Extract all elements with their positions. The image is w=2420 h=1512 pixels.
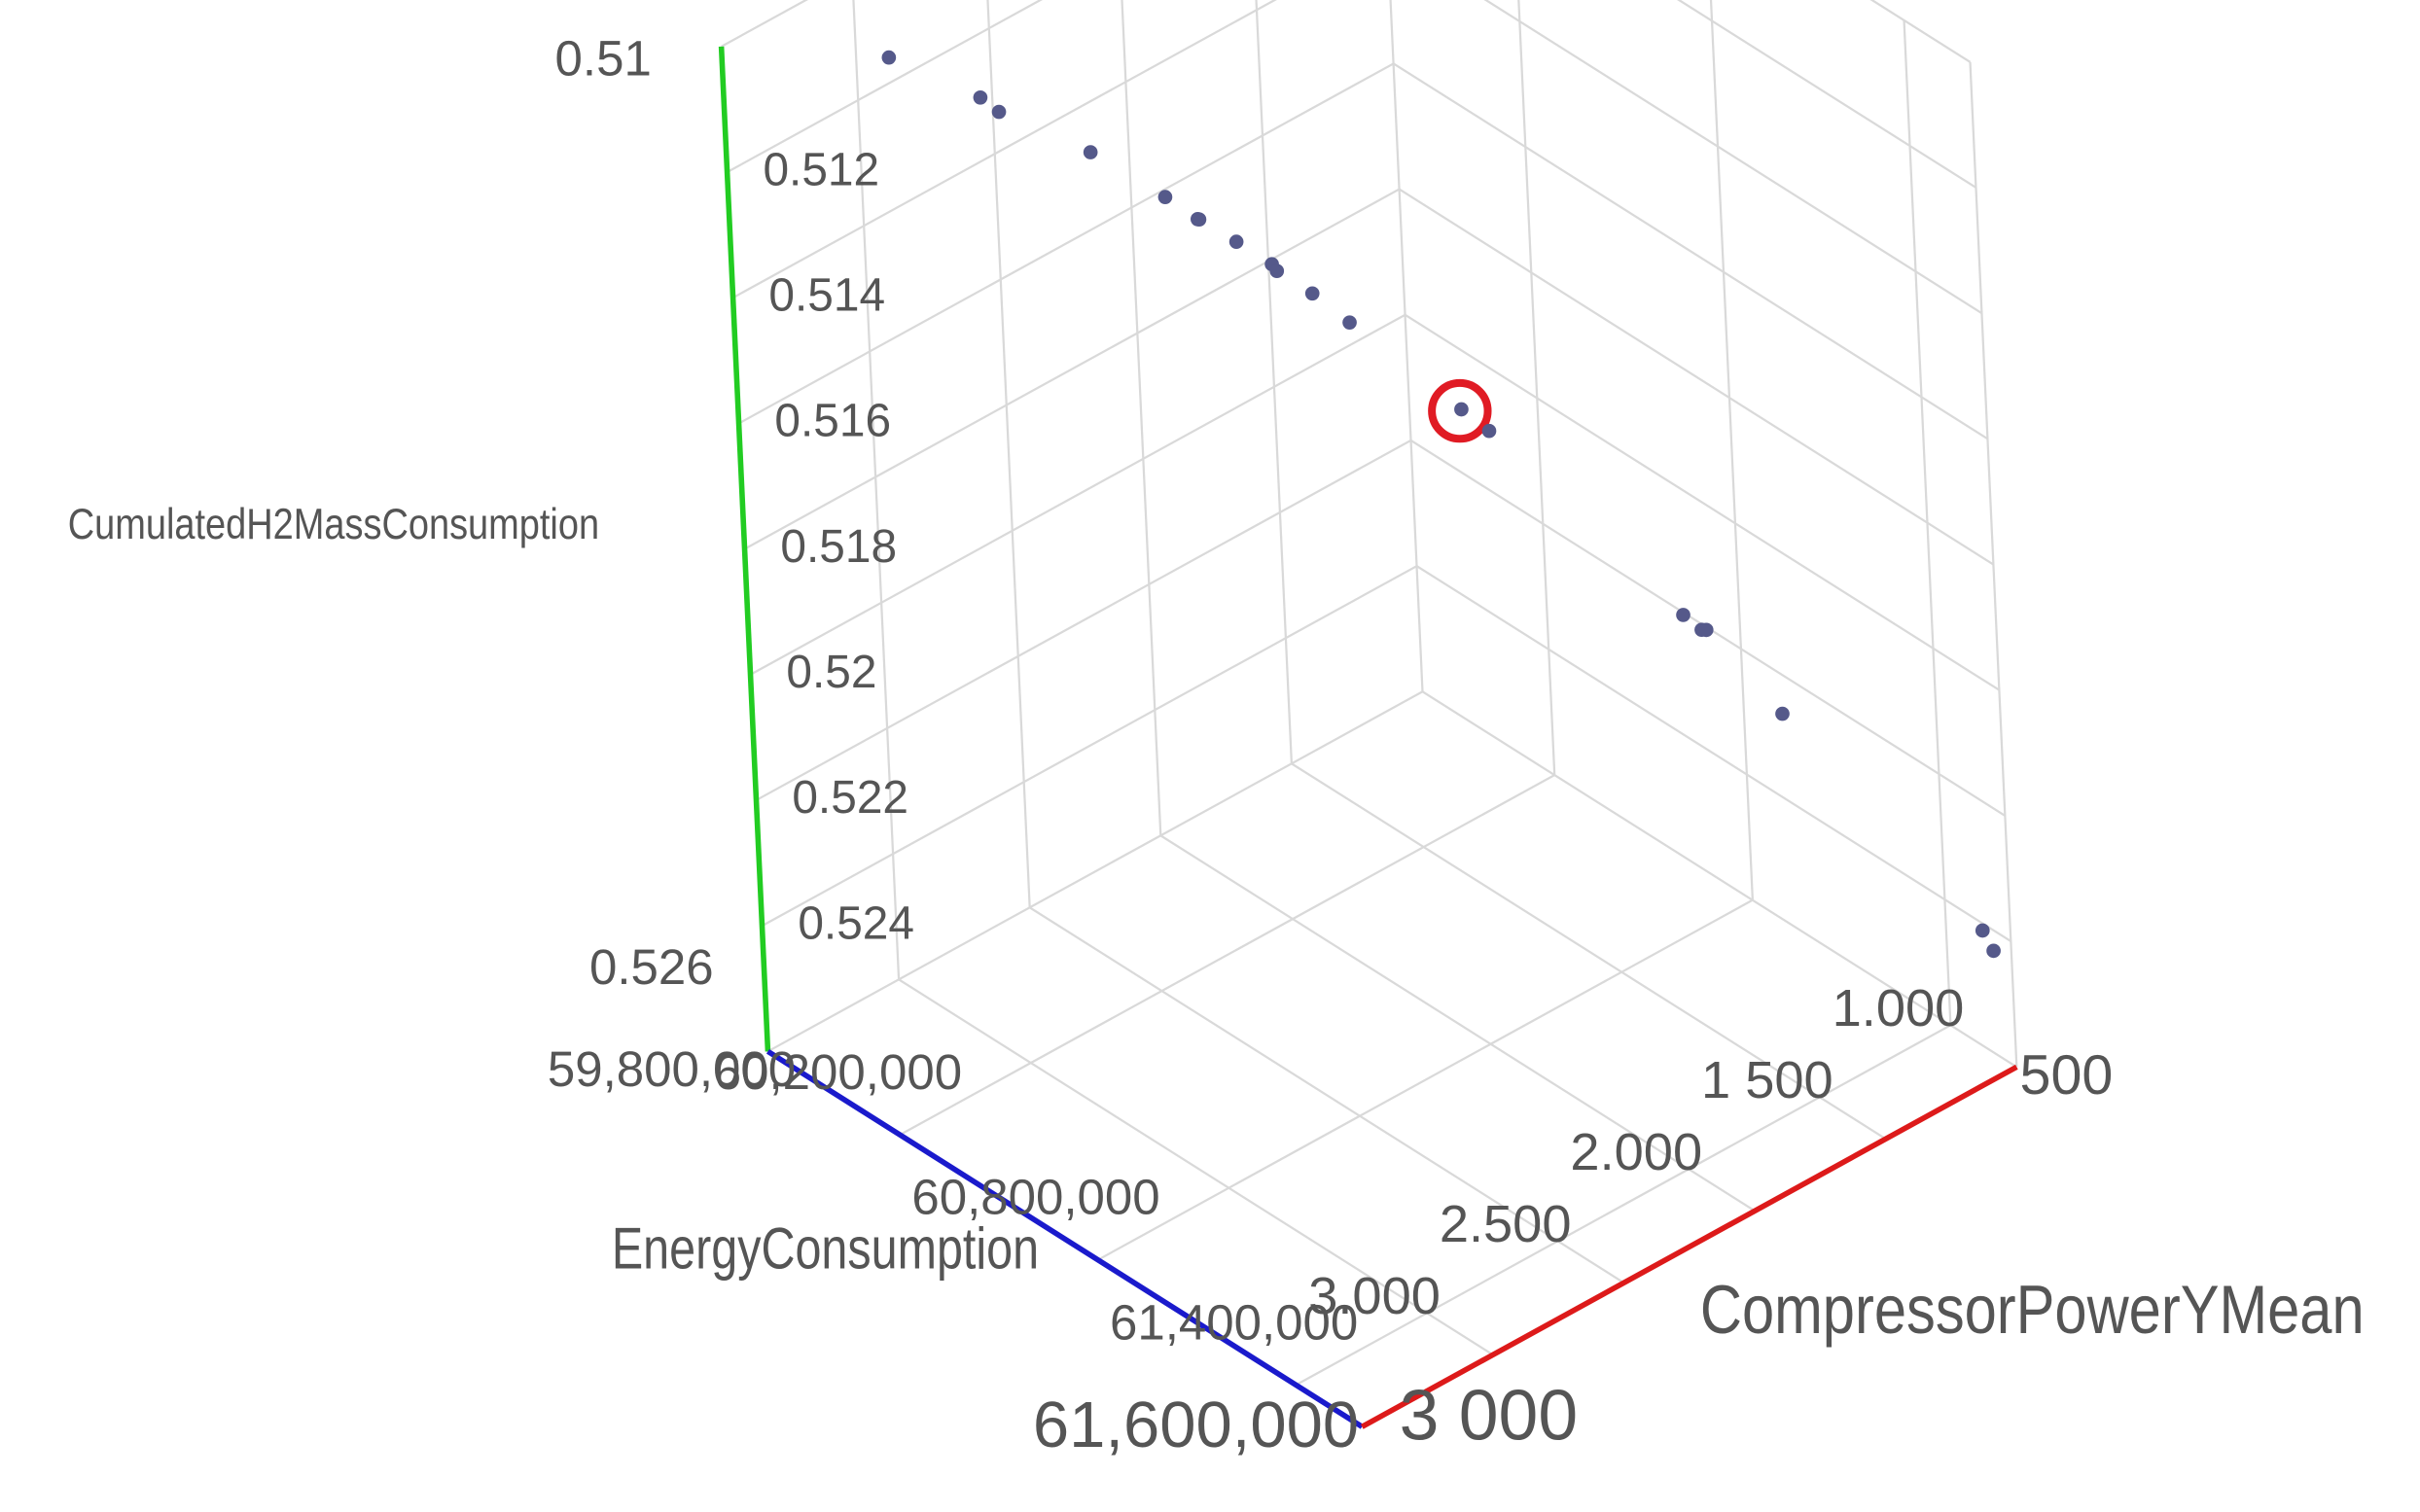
y-axis-title: CompressorPowerYMean (1700, 1271, 2365, 1348)
z-tick-label: 0.52 (786, 647, 876, 698)
labels: 0.512 0.514 0.516 0.518 0.52 0.522 0.524 60,200… (548, 30, 2113, 1461)
z-tick-label: 0.518 (780, 521, 897, 573)
grid (720, 0, 2018, 1428)
data-point (1228, 234, 1244, 249)
grid-line (1295, 19, 1952, 1387)
data-point (1304, 286, 1320, 301)
grid-line (738, 62, 1989, 440)
data-point (1454, 402, 1469, 417)
points (881, 50, 2001, 959)
grid-line (744, 188, 1995, 566)
x-tick-label: 61,400,000 (1110, 1294, 1358, 1350)
data-point (1986, 943, 2001, 959)
x-axis-title: EnergyConsumption (612, 1214, 1039, 1281)
x-range-label: 59,800,000 (548, 1041, 796, 1097)
z-axis-title: CumulatedH2MassConsumption (68, 499, 599, 548)
z-axis-line (718, 46, 771, 1052)
data-point (1192, 212, 1207, 228)
x-tick-label: 60,800,000 (911, 1170, 1159, 1225)
grid-line (986, 0, 1625, 1284)
z-tick-label: 0.512 (763, 144, 879, 195)
y-range-label: 3 000 (1400, 1375, 1579, 1455)
grid-line (727, 0, 1977, 189)
grid-line (1097, 0, 1755, 1261)
x-range-label: 61,600,000 (1033, 1389, 1359, 1461)
z-tick-label: 0.516 (774, 396, 891, 447)
y-axis-line (1360, 1064, 2018, 1429)
z-range-label: 0.526 (589, 939, 714, 995)
data-point (1342, 315, 1357, 331)
y-tick-label: 2.000 (1570, 1123, 1702, 1181)
axes (718, 46, 2018, 1429)
y-tick-label: 1 500 (1701, 1051, 1833, 1109)
data-point (1975, 923, 1990, 938)
grid-line (762, 564, 2012, 943)
y-tick-label: 2.500 (1440, 1195, 1572, 1253)
data-point (1676, 608, 1690, 622)
data-point (991, 104, 1007, 120)
z-tick-label: 0.524 (798, 897, 914, 949)
grid-line (732, 0, 1983, 315)
z-range-label: 0.51 (555, 30, 652, 86)
data-point (1775, 706, 1790, 721)
grid-line (899, 0, 1556, 1137)
x-axis-line (765, 1048, 1364, 1429)
data-point (1083, 145, 1098, 159)
grid-line (755, 439, 2006, 817)
grid-line (750, 313, 2001, 691)
x-tick-label: 60,200,000 (714, 1044, 962, 1100)
data-point (973, 89, 988, 105)
data-point (1269, 264, 1285, 279)
y-tick-label: 3.000 (1308, 1267, 1441, 1325)
data-point (881, 50, 897, 65)
y-range-label: 500 (2020, 1044, 2114, 1107)
data-point (1157, 190, 1173, 204)
grid-line (1255, 0, 1887, 1141)
data-point (1698, 622, 1714, 638)
z-tick-label: 0.514 (768, 269, 885, 321)
z-tick-label: 0.522 (792, 772, 908, 824)
grid-line (852, 0, 1494, 1356)
highlight-ring (1428, 378, 1492, 443)
y-tick-label: 1.000 (1833, 979, 1965, 1037)
grid-line (1121, 0, 1756, 1213)
data-point (1481, 423, 1497, 439)
